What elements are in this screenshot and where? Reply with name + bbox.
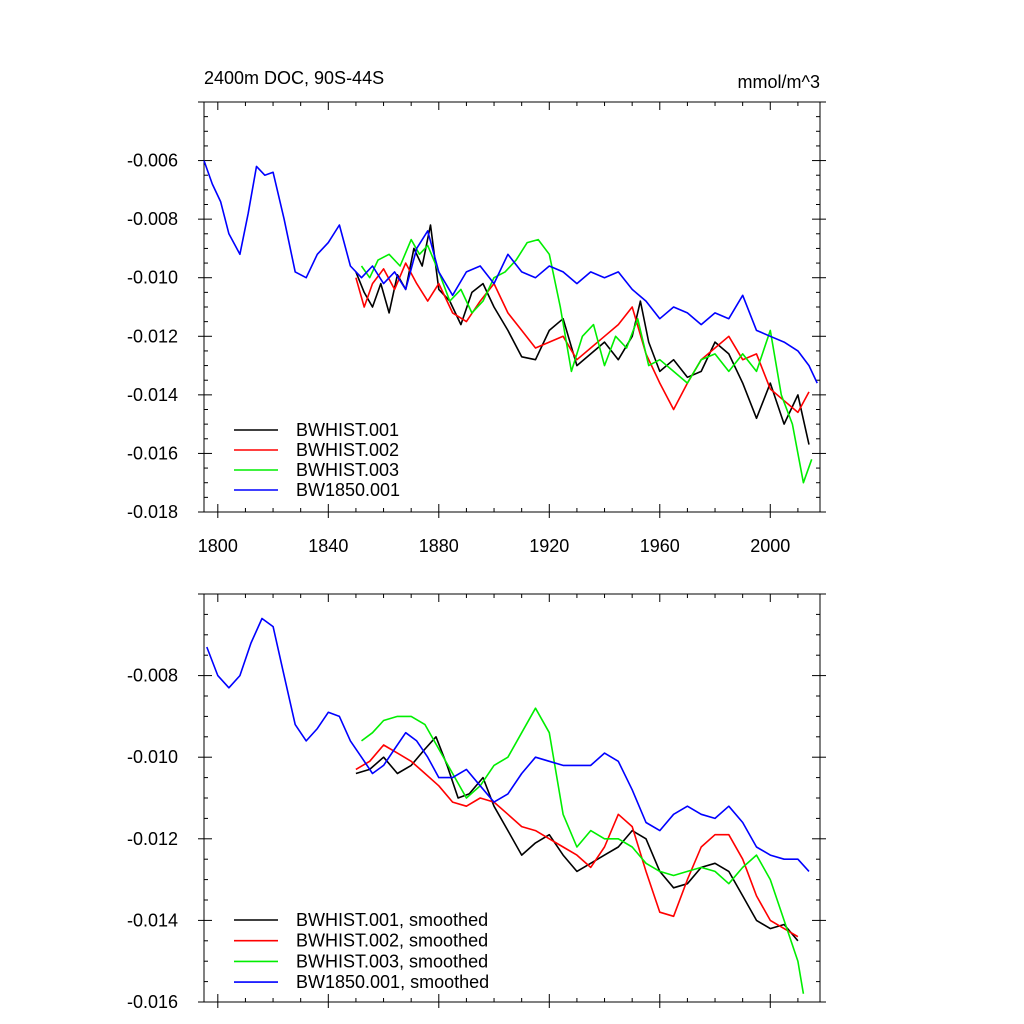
y-tick-label: -0.008 [127, 209, 178, 229]
y-tick-label: -0.008 [127, 666, 178, 686]
y-tick-label: -0.012 [127, 829, 178, 849]
x-tick-label: 1840 [308, 536, 348, 556]
series-line [206, 617, 810, 872]
units-label: mmol/m^3 [738, 72, 820, 92]
series-line [360, 238, 813, 484]
series-line [355, 735, 799, 942]
y-tick-label: -0.010 [127, 747, 178, 767]
series-line [355, 744, 799, 938]
x-tick-label: 1920 [529, 536, 569, 556]
y-tick-label: -0.016 [127, 443, 178, 463]
bottom-panel: -0.016 -0.014 -0.012 -0.010 -0.008 BWHIST.001… [127, 593, 826, 1012]
y-tick-label: -0.006 [127, 151, 178, 171]
series-line [361, 707, 805, 994]
top-panel: 1800 1840 1880 1920 1960 2000 -0.018 -0.016 -0.0… [127, 101, 826, 556]
legend-label: BWHIST.003 [296, 460, 399, 480]
series-line [355, 224, 810, 445]
x-tick-label: 1800 [198, 536, 238, 556]
series-line [355, 262, 810, 414]
legend-label: BWHIST.002, smoothed [296, 931, 488, 951]
series-line [203, 160, 818, 384]
y-tick-label: -0.014 [127, 910, 178, 930]
y-tick-label: -0.016 [127, 992, 178, 1012]
legend-label: BWHIST.002 [296, 440, 399, 460]
legend-label: BWHIST.003, smoothed [296, 951, 488, 971]
legend-label: BW1850.001 [296, 480, 400, 500]
x-tick-label: 1960 [640, 536, 680, 556]
x-tick-label: 2000 [750, 536, 790, 556]
y-tick-label: -0.014 [127, 385, 178, 405]
y-tick-label: -0.018 [127, 502, 178, 522]
y-tick-label: -0.010 [127, 268, 178, 288]
legend-label: BW1850.001, smoothed [296, 972, 489, 992]
legend-label: BWHIST.001, smoothed [296, 910, 488, 930]
y-tick-label: -0.012 [127, 326, 178, 346]
x-tick-label: 1880 [419, 536, 459, 556]
chart-title: 2400m DOC, 90S-44S [204, 68, 384, 88]
legend-label: BWHIST.001 [296, 420, 399, 440]
